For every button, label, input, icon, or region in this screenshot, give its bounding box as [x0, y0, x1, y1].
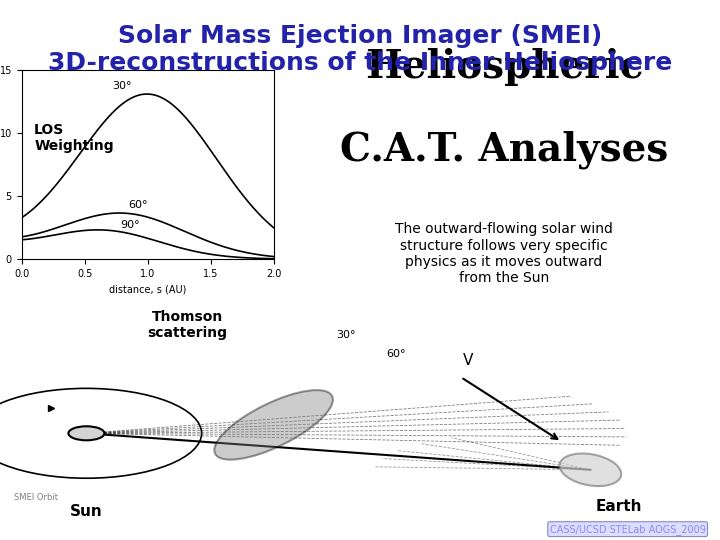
Text: 60°: 60°	[129, 200, 148, 210]
Text: 30°: 30°	[336, 330, 356, 340]
Text: The outward-flowing solar wind
structure follows very specific
physics as it mov: The outward-flowing solar wind structure…	[395, 222, 613, 285]
Text: LOS
Weighting: LOS Weighting	[35, 123, 114, 153]
Text: 3D-reconstructions of the Inner Heliosphere: 3D-reconstructions of the Inner Heliosph…	[48, 51, 672, 75]
Text: SMEI Orbit: SMEI Orbit	[14, 494, 58, 502]
Ellipse shape	[215, 390, 333, 460]
Circle shape	[68, 426, 104, 440]
Text: 30°: 30°	[112, 81, 132, 91]
Ellipse shape	[559, 454, 621, 486]
X-axis label: distance, s (AU): distance, s (AU)	[109, 285, 186, 294]
Text: 60°: 60°	[386, 349, 406, 360]
Text: 90°: 90°	[120, 220, 140, 229]
Text: Solar Mass Ejection Imager (SMEI): Solar Mass Ejection Imager (SMEI)	[118, 24, 602, 48]
Text: C.A.T. Analyses: C.A.T. Analyses	[340, 130, 668, 168]
Text: V: V	[463, 353, 473, 368]
Text: CASS/UCSD STELab AOGS_2009: CASS/UCSD STELab AOGS_2009	[550, 524, 706, 535]
Text: Sun: Sun	[70, 504, 103, 519]
Text: Earth: Earth	[596, 499, 642, 514]
Text: Thomson
scattering: Thomson scattering	[147, 310, 228, 340]
Text: Heliospheric: Heliospheric	[365, 48, 643, 86]
